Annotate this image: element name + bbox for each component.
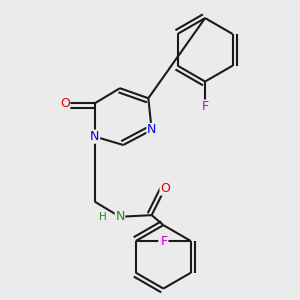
- Text: F: F: [202, 100, 209, 113]
- Text: N: N: [147, 124, 156, 136]
- Text: O: O: [60, 97, 70, 110]
- Text: N: N: [115, 210, 124, 223]
- Text: F: F: [159, 235, 166, 248]
- Text: O: O: [160, 182, 170, 195]
- Text: F: F: [161, 235, 168, 248]
- Text: N: N: [90, 130, 100, 143]
- Text: H: H: [99, 212, 106, 222]
